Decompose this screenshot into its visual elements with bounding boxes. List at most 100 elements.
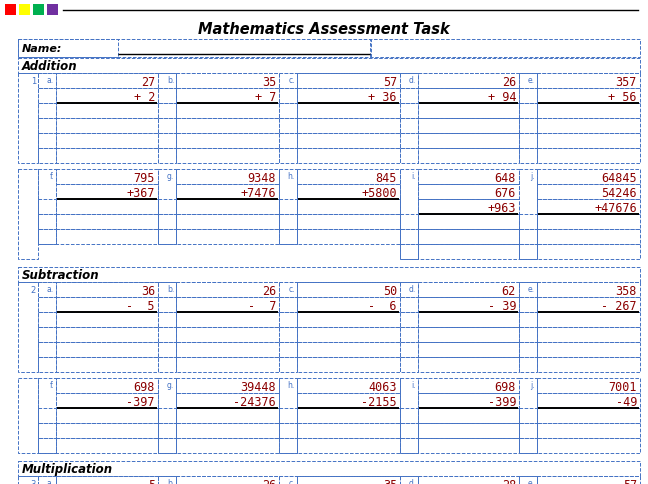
Bar xyxy=(418,297,519,312)
Bar xyxy=(18,59,640,74)
Bar xyxy=(38,327,56,342)
Bar xyxy=(519,297,537,312)
Text: 36: 36 xyxy=(141,285,155,297)
Bar xyxy=(400,214,418,229)
Text: a.: a. xyxy=(47,478,54,484)
Bar xyxy=(537,393,640,408)
Bar xyxy=(38,214,56,229)
Bar xyxy=(537,170,640,184)
Text: 54246: 54246 xyxy=(601,187,637,199)
Text: i.: i. xyxy=(411,172,416,181)
Bar xyxy=(537,283,640,297)
Bar xyxy=(176,342,279,357)
Bar xyxy=(537,184,640,199)
Bar xyxy=(176,393,279,408)
Text: 35: 35 xyxy=(383,478,397,484)
Bar xyxy=(56,423,158,438)
Text: j.: j. xyxy=(530,380,535,389)
Bar xyxy=(38,408,56,423)
Text: h.: h. xyxy=(288,380,295,389)
Text: + 36: + 36 xyxy=(369,91,397,104)
Text: f.: f. xyxy=(49,380,54,389)
Bar xyxy=(176,378,279,393)
Bar xyxy=(176,134,279,149)
Bar xyxy=(400,119,418,134)
Bar xyxy=(418,342,519,357)
Text: d.: d. xyxy=(409,76,416,85)
Bar xyxy=(297,438,400,453)
Text: Multiplication: Multiplication xyxy=(22,462,113,475)
Bar xyxy=(38,134,56,149)
Bar xyxy=(400,327,418,342)
Bar xyxy=(176,423,279,438)
Text: + 2: + 2 xyxy=(133,91,155,104)
Text: +47676: +47676 xyxy=(594,201,637,214)
Bar xyxy=(56,184,158,199)
Bar xyxy=(519,378,537,453)
Bar xyxy=(176,104,279,119)
Bar xyxy=(537,312,640,327)
Bar xyxy=(418,74,519,89)
Bar xyxy=(370,40,371,58)
Text: + 7: + 7 xyxy=(255,91,276,104)
Bar xyxy=(519,423,537,438)
Bar xyxy=(519,476,537,484)
Bar xyxy=(38,283,56,297)
Bar xyxy=(400,408,418,423)
Bar xyxy=(418,229,519,244)
Bar xyxy=(537,378,640,393)
Bar xyxy=(158,423,176,438)
Bar xyxy=(400,170,418,259)
Bar xyxy=(537,297,640,312)
Bar xyxy=(158,378,176,453)
Text: 26: 26 xyxy=(262,478,276,484)
Bar xyxy=(56,393,158,408)
Text: -49: -49 xyxy=(616,395,637,408)
Text: +367: +367 xyxy=(126,187,155,199)
Bar xyxy=(56,199,158,214)
Bar xyxy=(537,342,640,357)
Bar xyxy=(56,214,158,229)
Bar xyxy=(18,74,38,164)
Bar xyxy=(418,149,519,164)
Bar xyxy=(18,476,38,484)
Text: +7476: +7476 xyxy=(240,187,276,199)
Bar xyxy=(297,476,400,484)
Bar xyxy=(279,476,297,484)
Bar xyxy=(19,5,30,16)
Bar xyxy=(18,378,38,453)
Bar xyxy=(56,89,158,104)
Bar xyxy=(158,134,176,149)
Bar xyxy=(297,342,400,357)
Bar xyxy=(297,214,400,229)
Bar xyxy=(400,134,418,149)
Text: -399: -399 xyxy=(487,395,516,408)
Bar xyxy=(519,357,537,372)
Bar xyxy=(38,357,56,372)
Text: -  7: - 7 xyxy=(248,300,276,312)
Bar xyxy=(400,312,418,327)
Bar xyxy=(418,134,519,149)
Text: + 56: + 56 xyxy=(608,91,637,104)
Bar xyxy=(519,438,537,453)
Bar xyxy=(38,119,56,134)
Bar xyxy=(418,104,519,119)
Text: 26: 26 xyxy=(502,76,516,89)
Bar xyxy=(33,5,44,16)
Bar xyxy=(297,378,400,393)
Bar xyxy=(176,89,279,104)
Bar xyxy=(38,342,56,357)
Bar xyxy=(297,119,400,134)
Bar xyxy=(297,74,400,89)
Bar xyxy=(537,244,640,259)
Bar xyxy=(279,357,297,372)
Bar xyxy=(297,423,400,438)
Bar xyxy=(537,119,640,134)
Bar xyxy=(279,214,297,229)
Bar xyxy=(158,214,176,229)
Bar xyxy=(400,342,418,357)
Text: -  5: - 5 xyxy=(126,300,155,312)
Bar xyxy=(297,408,400,423)
Text: +5800: +5800 xyxy=(362,187,397,199)
Bar xyxy=(176,438,279,453)
